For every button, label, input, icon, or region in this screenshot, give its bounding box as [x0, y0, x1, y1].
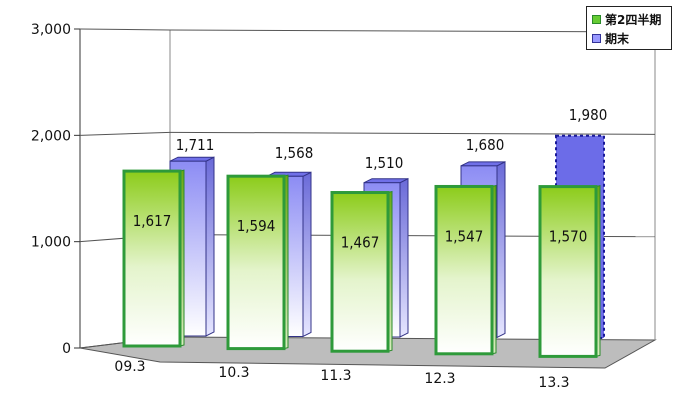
data-label-q2: 1,617	[133, 212, 172, 230]
bar-fy-side	[496, 161, 506, 339]
data-label-q2: 1,594	[237, 217, 276, 235]
bar-q2-12.3	[434, 184, 494, 356]
bar-q2-09.3	[122, 169, 182, 348]
data-label-q2: 1,547	[445, 227, 484, 245]
bar-fy-side	[399, 177, 409, 338]
x-axis: 09.3 10.3 11.3 12.3 13.3	[114, 359, 569, 391]
x-tick-label: 13.3	[538, 375, 569, 391]
side-gridline	[79, 131, 171, 136]
data-label-fy: 1,980	[569, 106, 608, 124]
legend-item-q2: 第2四半期	[592, 10, 661, 28]
bar-q2-11.3	[330, 191, 390, 353]
legend-label-fy: 期末	[605, 31, 630, 46]
data-label-fy: 1,711	[176, 136, 215, 154]
x-tick-label: 09.3	[114, 359, 145, 375]
y-tick-label: 2,000	[31, 128, 71, 144]
bars	[122, 134, 605, 358]
gridline	[169, 131, 656, 135]
bar-fy-top	[460, 161, 506, 167]
y-tick-label: 0	[62, 341, 71, 357]
legend-item-fy: 期末	[592, 29, 629, 47]
x-tick-label: 12.3	[424, 371, 455, 387]
y-tick-label: 1,000	[31, 235, 71, 251]
gridline	[169, 29, 656, 33]
y-tick-label: 3,000	[31, 22, 71, 38]
bar-q2-13.3	[538, 185, 598, 358]
side-gridline	[79, 28, 171, 31]
data-label-fy: 1,680	[466, 136, 505, 154]
legend-swatch-fy	[592, 33, 601, 43]
y-axis: 0 1,000 2,000 3,000	[31, 22, 71, 357]
bar-fy-side	[302, 171, 312, 338]
data-label-q2: 1,570	[549, 228, 588, 246]
x-tick-label: 11.3	[320, 368, 351, 384]
legend-swatch-q2	[592, 14, 601, 24]
bar-fy-side	[205, 156, 215, 337]
bar-fy-top	[169, 156, 215, 162]
data-labels: 1,617 1,594 1,467 1,547 1,570 1,711 1,568 1,510…	[133, 106, 608, 252]
data-label-q2: 1,467	[341, 234, 380, 252]
bar-fy-top	[363, 178, 409, 184]
legend-label-q2: 第2四半期	[605, 12, 662, 27]
data-label-fy: 1,568	[275, 144, 314, 162]
bar-q2-10.3	[226, 174, 286, 351]
x-tick-label: 10.3	[218, 365, 249, 381]
data-label-fy: 1,510	[365, 154, 404, 172]
legend: 第2四半期 期末	[586, 6, 672, 50]
